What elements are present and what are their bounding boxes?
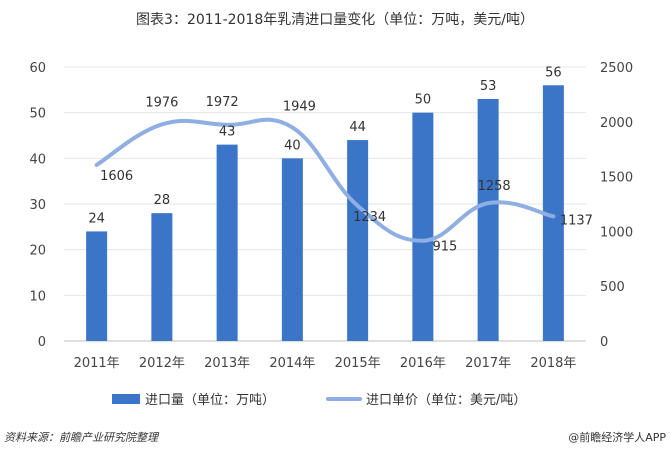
left-axis-tick: 0 (38, 335, 46, 350)
bar (477, 98, 499, 341)
left-axis-tick: 40 (29, 152, 46, 167)
x-axis-tick: 2014年 (269, 356, 315, 371)
x-axis-tick: 2015年 (335, 356, 381, 371)
left-axis-tick: 10 (29, 289, 46, 304)
x-axis-tick: 2013年 (204, 356, 250, 371)
right-axis-tick: 2500 (600, 61, 633, 76)
right-axis-tick: 0 (600, 335, 608, 350)
bar-data-label: 43 (219, 125, 236, 140)
line-data-label: 1949 (283, 99, 316, 114)
line-data-label: 1137 (560, 213, 593, 228)
bar (412, 112, 434, 342)
bar (86, 231, 108, 341)
bar (347, 140, 369, 341)
bar (216, 144, 238, 341)
legend: 进口量（单位：万吨） 进口单价（单位：美元/吨） (112, 393, 526, 408)
left-axis-tick: 30 (29, 198, 46, 213)
x-axis-tick: 2016年 (400, 356, 446, 371)
grid (64, 66, 586, 342)
line-data-label: 1976 (145, 95, 178, 110)
bar-data-label: 28 (154, 193, 171, 208)
right-axis-tick: 1000 (600, 225, 633, 240)
x-axis-tick: 2018年 (530, 356, 576, 371)
x-axis-tick: 2017年 (465, 356, 511, 371)
line-data-label: 1972 (206, 95, 239, 110)
right-axis-tick: 1500 (600, 171, 633, 186)
line-data-labels: 1606 1976 1972 1949 1234 915 1258 1137 (100, 95, 593, 255)
left-axis: 0 10 20 30 40 50 60 (29, 61, 46, 350)
bar-data-label: 24 (88, 211, 105, 226)
bar-data-label: 53 (480, 79, 497, 94)
x-axis-tick: 2011年 (74, 356, 120, 371)
bar (281, 158, 303, 341)
right-axis: 0 500 1000 1500 2000 2500 (600, 61, 633, 350)
chart-title: 图表3：2011-2018年乳清进口量变化（单位：万吨，美元/吨） (136, 12, 534, 28)
line-data-label: 1606 (100, 169, 133, 184)
brand-credit: @前瞻经济学人APP (568, 431, 666, 444)
line-data-label: 1258 (478, 179, 511, 194)
left-axis-tick: 20 (29, 244, 46, 259)
price-line (94, 117, 556, 243)
bar-data-label: 44 (349, 120, 366, 135)
x-axis: 2011年 2012年 2013年 2014年 2015年 2016年 2017年 2018年 (74, 356, 577, 371)
right-axis-tick: 500 (600, 280, 625, 295)
line-series (94, 117, 556, 243)
x-axis-tick: 2012年 (139, 356, 185, 371)
bar-data-label: 50 (415, 93, 432, 108)
line-data-label: 1234 (353, 210, 386, 225)
legend-label-import-price: 进口单价（单位：美元/吨） (366, 393, 526, 408)
bar-data-label: 56 (545, 65, 562, 80)
left-axis-tick: 50 (29, 107, 46, 122)
line-data-label: 915 (432, 240, 457, 255)
bar (151, 213, 173, 341)
left-axis-tick: 60 (29, 61, 46, 76)
source-note: 资料来源：前瞻产业研究院整理 (4, 431, 158, 444)
bar (542, 85, 564, 342)
bar-data-label: 40 (284, 138, 301, 153)
bar-data-labels: 24 28 43 40 44 50 53 56 (88, 65, 561, 226)
legend-label-import-volume: 进口量（单位：万吨） (145, 393, 275, 408)
legend-swatch-import-volume (112, 394, 140, 404)
right-axis-tick: 2000 (600, 116, 633, 131)
bar-series (86, 85, 564, 342)
